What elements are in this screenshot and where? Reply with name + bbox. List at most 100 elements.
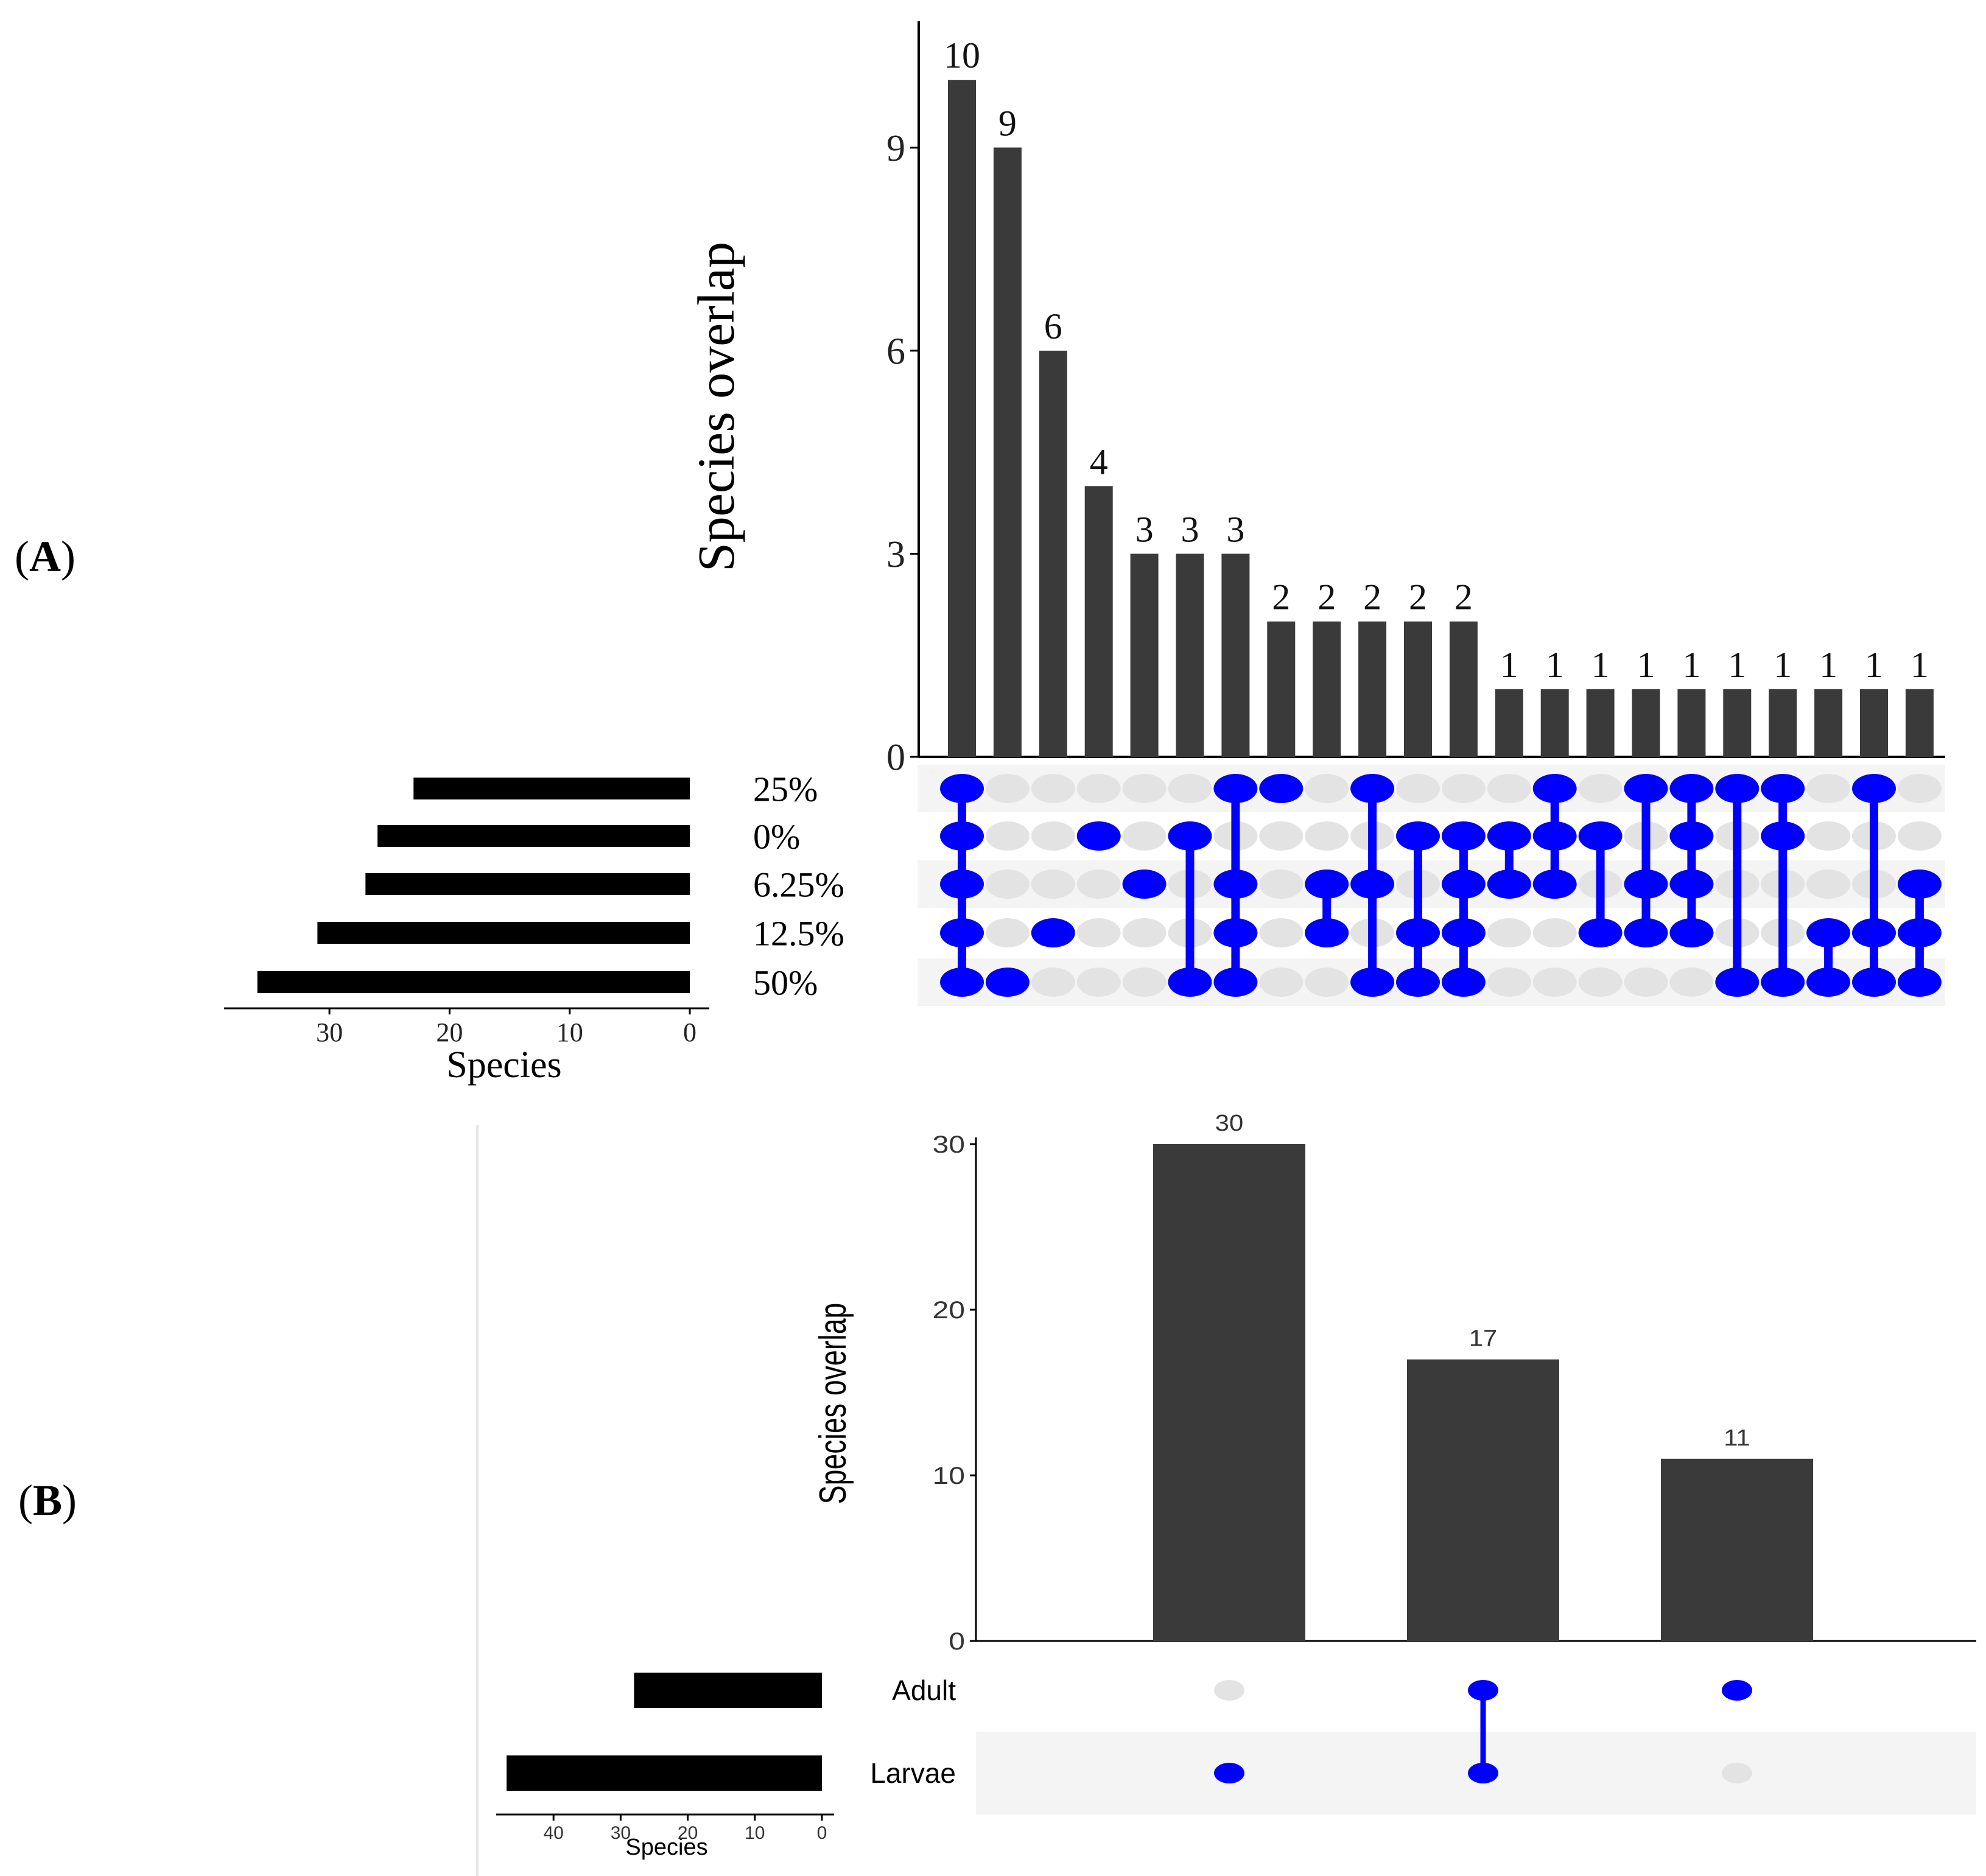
bar-value-label: 1 [1546,645,1564,685]
set-size-bar [507,1755,822,1791]
panel-b-open: ( [18,1476,33,1525]
matrix-dot-active [1396,968,1440,997]
matrix-dot-active [1532,869,1577,899]
set-name-label: 0% [753,817,800,856]
matrix-dot-active [1852,968,1896,997]
matrix-dot-active [1213,968,1258,997]
bar-value-label: 4 [1090,441,1108,482]
matrix-dot-active [1350,968,1395,997]
matrix-dot-inactive [1806,821,1851,851]
matrix-dot-inactive [1441,774,1486,803]
matrix-dot-inactive [1259,918,1304,947]
matrix-dot-inactive [1532,918,1577,947]
bar-value-label: 10 [944,35,980,76]
y-tick-label: 30 [933,1131,965,1158]
matrix-dot-inactive [1897,821,1942,851]
intersection-bar [1407,1359,1559,1641]
panel-a-label: (A) [15,532,75,581]
matrix-dot-active [1350,869,1395,899]
bar-value-label: 2 [1318,577,1336,617]
matrix-dot-active [1396,918,1440,947]
intersection-bar [1358,621,1387,757]
matrix-dot-inactive [1624,968,1668,997]
y-tick-label: 20 [933,1297,965,1324]
set-size-bar [257,971,690,993]
intersection-bar [1084,486,1113,757]
panel-a-set-axis-title: Species [446,1044,561,1086]
y-tick-label: 6 [886,331,905,373]
matrix-dot-inactive [1487,774,1531,803]
matrix-dot-active [985,968,1030,997]
matrix-dot-active [1305,869,1349,899]
set-name-label: 50% [753,963,818,1002]
intersection-bar [1586,689,1615,757]
matrix-dot-inactive [1259,869,1304,899]
intersection-bar [1449,621,1478,757]
matrix-dot-active [1624,918,1668,947]
matrix-dot-inactive [1396,774,1440,803]
intersection-bar [993,147,1022,757]
matrix-dot-inactive [1031,968,1075,997]
y-tick-label: 9 [886,128,905,169]
set-size-bar [377,825,690,847]
panel-a-close: ) [61,532,75,581]
matrix-dot-inactive [1031,774,1075,803]
bar-value-label: 30 [1215,1111,1244,1136]
intersection-bar [1495,689,1523,757]
bar-value-label: 2 [1272,577,1290,617]
panel-a-open: ( [15,532,29,581]
matrix-dot-active [1259,774,1304,803]
bar-value-label: 1 [1500,645,1518,685]
bar-value-label: 1 [1682,645,1700,685]
bar-value-label: 9 [998,103,1017,143]
set-size-tick-label: 10 [745,1823,765,1843]
matrix-dot-active [1669,918,1714,947]
matrix-dot-active [1213,918,1258,947]
matrix-dot-active [1532,774,1577,803]
matrix-dot-active [940,869,984,899]
panel-b-label: (B) [18,1476,77,1525]
matrix-dot-inactive [985,821,1030,851]
matrix-dot-active [1669,869,1714,899]
matrix-dot-inactive [1259,968,1304,997]
set-size-tick-label: 20 [678,1823,698,1843]
matrix-dot-inactive [1031,869,1075,899]
matrix-dot-inactive [1076,774,1121,803]
matrix-dot-inactive [1722,1763,1752,1783]
matrix-dot-active [1715,774,1760,803]
panel-a-letter: A [29,532,61,581]
intersection-bar [1814,689,1843,757]
bar-value-label: 1 [1728,645,1746,685]
intersection-bar [1153,1144,1305,1641]
set-name-label: 25% [753,769,818,809]
matrix-dot-active [1396,821,1440,851]
y-tick-label: 0 [886,737,905,779]
matrix-dot-active [1441,869,1486,899]
set-size-tick-label: 20 [436,1017,463,1047]
intersection-bar [1860,689,1888,757]
matrix-dot-active [940,968,984,997]
matrix-dot-active [940,821,984,851]
matrix-dot-inactive [1806,774,1851,803]
matrix-dot-active [1806,918,1851,947]
matrix-dot-active [940,918,984,947]
intersection-bar [1905,689,1934,757]
matrix-dot-active [1852,774,1896,803]
bar-value-label: 1 [1911,645,1929,685]
intersection-bar [1130,553,1159,757]
set-size-bar [634,1673,822,1708]
matrix-dot-active [1350,774,1395,803]
matrix-dot-active [1441,918,1486,947]
matrix-dot-active [1715,968,1760,997]
matrix-dot-inactive [985,918,1030,947]
intersection-bar [1039,350,1067,757]
matrix-dot-active [1122,869,1167,899]
matrix-dot-active [1168,821,1212,851]
panel-b-y-axis-label: Species overlap [811,1303,854,1505]
matrix-dot-active [1305,918,1349,947]
matrix-dot-inactive [1897,774,1942,803]
matrix-dot-inactive [1806,869,1851,899]
matrix-dot-inactive [1122,918,1167,947]
